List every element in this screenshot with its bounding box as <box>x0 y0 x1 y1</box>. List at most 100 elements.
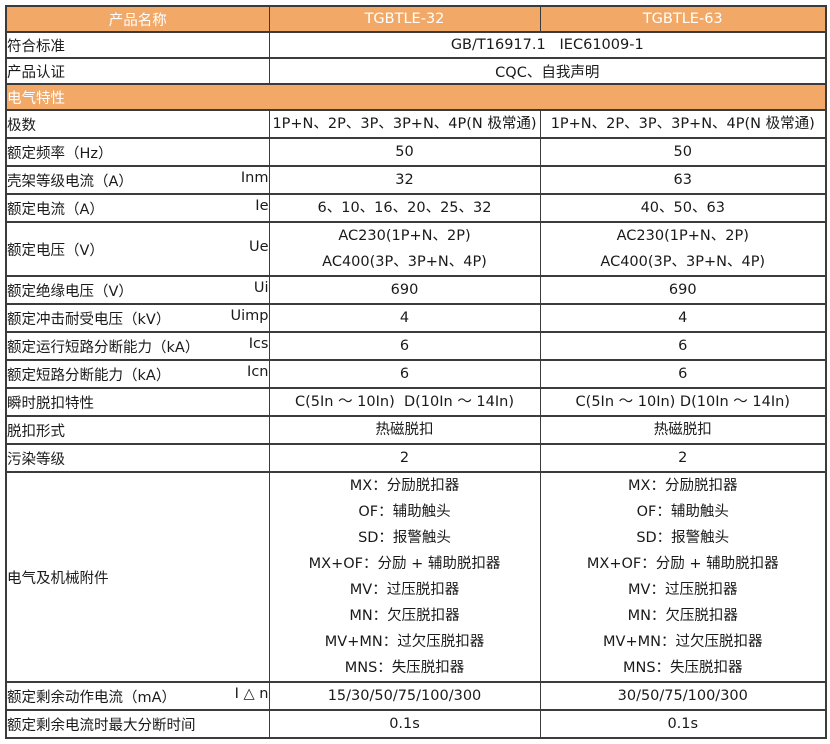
row-value-col1: 6、10、16、20、25、32 <box>268 193 541 223</box>
value-line: MV+MN：过欠压脱扣器 <box>603 634 763 650</box>
row-label: 污染等级 <box>5 443 270 473</box>
value-line: C(5In ～ 10In) D(10In ～ 14In) <box>575 394 790 410</box>
value-line: MV+MN：过欠压脱扣器 <box>324 634 485 650</box>
value-line: 6、10、16、20、25、32 <box>317 200 492 216</box>
value-line: 0.1s <box>667 716 699 732</box>
table-row: 额定剩余电流时最大分断时间 0.1s 0.1s <box>5 709 827 739</box>
row-value-col1: 690 <box>268 275 541 305</box>
value-line: 6 <box>399 338 410 354</box>
value-line: 32 <box>395 172 414 188</box>
table-row: 极数 1P+N、2P、3P、3P+N、4P(N 极常通) 1P+N、2P、3P、3P… <box>5 109 827 139</box>
row-symbol: I △ n <box>234 685 269 702</box>
row-label-text: 额定运行短路分断能力（kA） <box>7 339 200 356</box>
product-name-header: 产品名称 <box>5 5 270 33</box>
row-symbol: Inm <box>240 169 269 186</box>
value-line: 6 <box>399 366 410 382</box>
spec-table-body: 符合标准 GB/T16917.1 IEC61009-1 产品认证 CQC、自我声明电气… <box>5 31 827 739</box>
row-label: I △ n 额定剩余动作电流（mA） <box>5 681 270 711</box>
value-line: 2 <box>399 450 410 466</box>
table-row: 电气及机械附件 MX：分励脱扣器 OF：辅助触头 SD：报警触头 MX+OF：分励 + … <box>5 471 827 683</box>
table-row: 符合标准 GB/T16917.1 IEC61009-1 <box>5 31 827 59</box>
row-value-col2: 6 <box>539 359 827 389</box>
row-label-text: 额定冲击耐受电压（kV） <box>7 311 171 328</box>
row-label: 额定剩余电流时最大分断时间 <box>5 709 270 739</box>
table-row: Uimp 额定冲击耐受电压（kV） 4 4 <box>5 303 827 333</box>
value-line: AC400(3P、3P+N、4P) <box>600 254 766 270</box>
table-row: Inm 壳架等级电流（A） 32 63 <box>5 165 827 195</box>
row-label: 极数 <box>5 109 270 139</box>
row-value-col1: 2 <box>268 443 541 473</box>
value-line: 6 <box>678 338 688 354</box>
row-label: 瞬时脱扣特性 <box>5 387 270 417</box>
value-line: 50 <box>673 144 692 160</box>
value-line: 4 <box>399 310 410 326</box>
table-row: 脱扣形式 热磁脱扣 热磁脱扣 <box>5 415 827 445</box>
row-label: 符合标准 <box>5 31 270 59</box>
row-symbol: Ie <box>255 197 269 214</box>
row-value-col1: 6 <box>268 359 541 389</box>
row-value-col1: 4 <box>268 303 541 333</box>
row-value-col1: C(5In ～ 10In) D(10In ～ 14In) <box>268 387 541 417</box>
value-line: MX+OF：分励 + 辅助脱扣器 <box>586 556 779 572</box>
value-line: SD：报警触头 <box>358 530 451 546</box>
value-line: 50 <box>395 144 414 160</box>
row-symbol: Ui <box>253 279 269 296</box>
row-value-col2: 4 <box>539 303 827 333</box>
row-value-span: CQC、自我声明 <box>268 57 827 85</box>
value-line: 热磁脱扣 <box>653 422 712 438</box>
row-value-col2: 690 <box>539 275 827 305</box>
row-value-col1: 50 <box>268 137 541 167</box>
row-value-col2: 0.1s <box>539 709 827 739</box>
row-value-col1: AC230(1P+N、2P) AC400(3P、3P+N、4P) <box>268 221 541 277</box>
value-line: AC230(1P+N、2P) <box>338 228 471 244</box>
table-row: I △ n 额定剩余动作电流（mA） 15/30/50/75/100/300 30/5… <box>5 681 827 711</box>
row-value-col2: 40、50、63 <box>539 193 827 223</box>
row-value-col1: 0.1s <box>268 709 541 739</box>
row-value-col2: 2 <box>539 443 827 473</box>
row-label: 额定频率（Hz） <box>5 137 270 167</box>
row-label: Icn 额定短路分断能力（kA） <box>5 359 270 389</box>
row-value-col2: 热磁脱扣 <box>539 415 827 445</box>
row-label-text: 额定短路分断能力（kA） <box>7 367 171 384</box>
value-line: 15/30/50/75/100/300 <box>327 688 482 704</box>
row-symbol: Ue <box>248 238 269 255</box>
table-row: Ics 额定运行短路分断能力（kA） 6 6 <box>5 331 827 361</box>
value-line: 30/50/75/100/300 <box>617 688 748 704</box>
row-value-col2: 63 <box>539 165 827 195</box>
value-line: AC230(1P+N、2P) <box>616 228 749 244</box>
value-line: MN：欠压脱扣器 <box>627 608 738 624</box>
row-symbol: Uimp <box>230 307 269 324</box>
value-line: 6 <box>678 366 688 382</box>
value-line: MNS：失压脱扣器 <box>622 660 743 676</box>
table-row: Ue 额定电压（V） AC230(1P+N、2P) AC400(3P、3P+N、4P)… <box>5 221 827 277</box>
row-value-col1: 热磁脱扣 <box>268 415 541 445</box>
value-line: 1P+N、2P、3P、3P+N、4P(N 极常通) <box>550 116 815 132</box>
row-value-col2: 1P+N、2P、3P、3P+N、4P(N 极常通) <box>539 109 827 139</box>
value-line: MX：分励脱扣器 <box>628 478 738 494</box>
row-value-col2: C(5In ～ 10In) D(10In ～ 14In) <box>539 387 827 417</box>
row-label: 产品认证 <box>5 57 270 85</box>
row-value-col2: AC230(1P+N、2P) AC400(3P、3P+N、4P) <box>539 221 827 277</box>
row-value-col1: 32 <box>268 165 541 195</box>
row-value-col2: 6 <box>539 331 827 361</box>
row-label: 电气及机械附件 <box>5 471 270 683</box>
row-label: Inm 壳架等级电流（A） <box>5 165 270 195</box>
row-symbol: Icn <box>247 363 269 380</box>
value-line: 63 <box>673 172 692 188</box>
value-line: AC400(3P、3P+N、4P) <box>322 254 487 270</box>
row-value-col1: 15/30/50/75/100/300 <box>268 681 541 711</box>
row-label-text: 额定剩余动作电流（mA） <box>7 689 177 706</box>
value-line: MX：分励脱扣器 <box>349 478 460 494</box>
row-value-col2: MX：分励脱扣器 OF：辅助触头 SD：报警触头 MX+OF：分励 + 辅助脱扣器 MV… <box>539 471 827 683</box>
model-header-tgbtle32: TGBTLE-32 <box>268 5 541 33</box>
table-row: 产品认证 CQC、自我声明 <box>5 57 827 85</box>
value-line: OF：辅助触头 <box>358 504 451 520</box>
table-row: Ie 额定电流（A） 6、10、16、20、25、32 40、50、63 <box>5 193 827 223</box>
row-value-col2: 50 <box>539 137 827 167</box>
row-label: Ie 额定电流（A） <box>5 193 270 223</box>
row-value-col1: MX：分励脱扣器 OF：辅助触头 SD：报警触头 MX+OF：分励 + 辅助脱扣器 MV… <box>268 471 541 683</box>
row-value-col1: 1P+N、2P、3P、3P+N、4P(N 极常通) <box>268 109 541 139</box>
table-row: 额定频率（Hz） 50 50 <box>5 137 827 167</box>
table-row: Ui 额定绝缘电压（V） 690 690 <box>5 275 827 305</box>
